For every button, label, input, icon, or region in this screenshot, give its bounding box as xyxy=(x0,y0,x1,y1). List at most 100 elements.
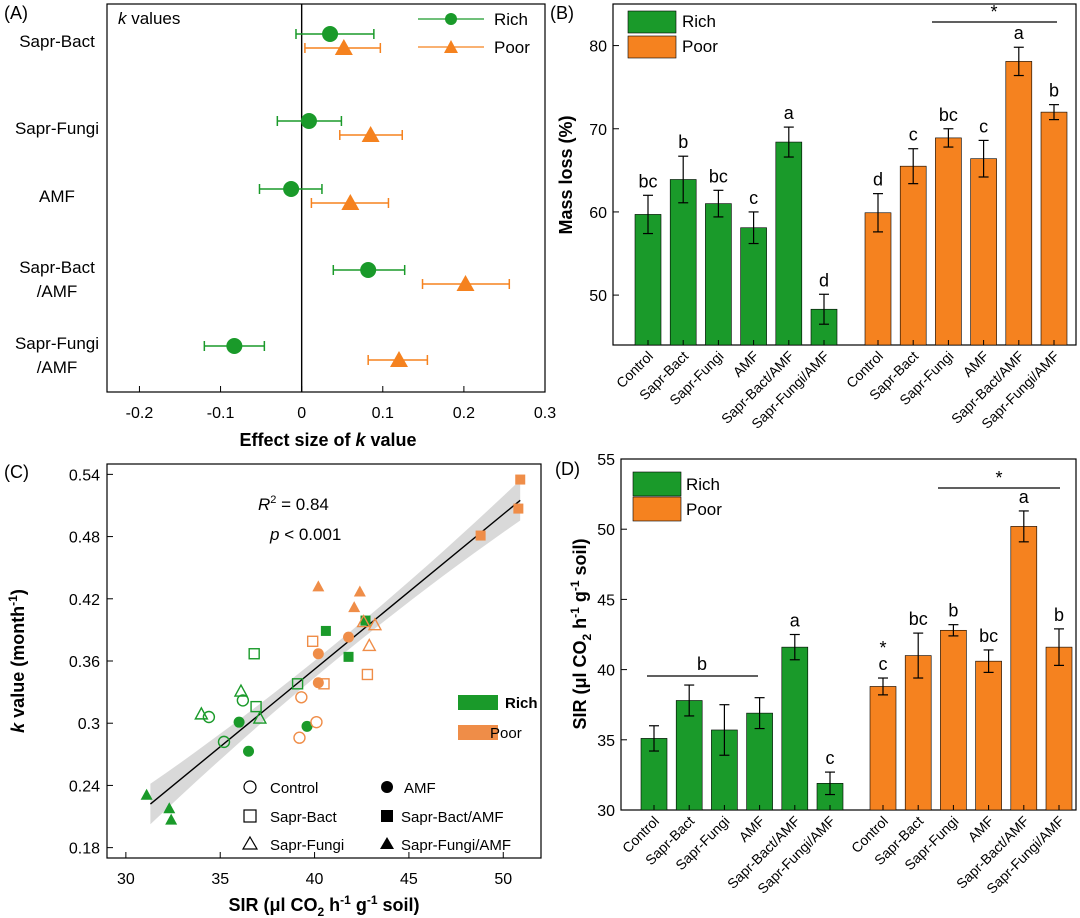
panel-c-legend-fungiamf: Sapr-Fungi/AMF xyxy=(401,837,511,854)
panel-d-ytick-label: 30 xyxy=(597,803,615,820)
panel-b-label: (B) xyxy=(550,3,574,23)
legend-control-marker xyxy=(243,780,257,794)
panel-a-category-label: Sapr-Fungi xyxy=(15,119,99,138)
panel-a-legend-poor: Poor xyxy=(494,38,530,57)
panel-d-bar xyxy=(781,646,809,811)
panel-c-point-poor-bact xyxy=(361,668,374,681)
panel-b-legend: Rich Poor xyxy=(627,10,718,59)
panel-c-legend-poor-swatch xyxy=(458,725,498,740)
panel-d-label: (D) xyxy=(555,459,580,479)
panel-c-xtick-label: 45 xyxy=(400,871,418,888)
panel-a-category-label: AMF xyxy=(39,187,75,206)
panel-d-ytick-label: 50 xyxy=(597,522,615,539)
panel-d-legend-poor: Poor xyxy=(686,500,722,519)
panel-c-axes: 30 35 40 45 50 0.18 0.24 0.3 0.36 0.42 0.48 0.54 xyxy=(69,467,512,888)
panel-a-label: (A) xyxy=(4,3,28,23)
panel-b-legend-poor-swatch xyxy=(627,35,677,59)
panel-c-point-poor-amf xyxy=(312,677,324,689)
panel-c-ytick-label: 0.24 xyxy=(69,778,100,795)
panel-d-sig-letter: bc xyxy=(909,609,928,629)
panel-c-legend-amf: AMF xyxy=(404,780,436,797)
panel-b-sig-letter: c xyxy=(909,125,918,145)
panel-b-bar xyxy=(1040,111,1068,346)
panel-c-point-rich-fungiamf xyxy=(140,788,153,800)
panel-d-sig-letter: b xyxy=(948,601,958,621)
panel-b-sig-letter: a xyxy=(1014,23,1025,43)
panel-c-point-rich-bactamf xyxy=(343,651,354,662)
panel-c-legend-rich-swatch xyxy=(458,695,498,710)
panel-c-point-rich-bact xyxy=(250,700,262,713)
panel-c-r2: R2 = 0.84 xyxy=(258,494,329,514)
panel-d-legend-rich: Rich xyxy=(686,475,720,494)
panel-c-point-rich-fungi xyxy=(194,706,209,720)
panel-a-category-label: Sapr-Bact xyxy=(19,32,95,51)
panel-c-point-rich-amf xyxy=(243,745,255,757)
panel-c-legend-bact: Sapr-Bact xyxy=(270,809,338,826)
panel-c-xtick-label: 30 xyxy=(117,871,135,888)
legend-bact-marker xyxy=(243,809,257,823)
panel-b-bar xyxy=(634,214,662,346)
panel-d-bar xyxy=(1010,526,1038,811)
panel-d-legend: Rich Poor xyxy=(632,471,722,522)
panel-a-point-rich xyxy=(360,262,377,278)
panel-b-sig-letter: d xyxy=(819,270,829,290)
panel-b-sig-letter: c xyxy=(979,116,988,136)
panel-a-title: k values xyxy=(118,9,180,28)
panel-a-point-poor xyxy=(341,194,360,210)
panel-b-frame xyxy=(612,3,1077,346)
panel-a: (A) k values -0.2 -0.1 0 0.1 0.2 0.3 Sapr-Bac… xyxy=(4,3,556,450)
panel-c-p: p < 0.001 xyxy=(269,525,341,544)
panel-c-point-poor-amf xyxy=(343,631,355,643)
panel-c-point-poor-control xyxy=(295,691,308,704)
panel-c-point-rich-amf xyxy=(233,716,245,728)
panel-b-sig-letter: bc xyxy=(939,105,958,125)
panel-a-tick-label: 0.2 xyxy=(453,405,475,422)
panel-c-point-poor-bactamf xyxy=(475,530,486,541)
panel-c-point-rich-fungiamf xyxy=(163,802,176,814)
panel-d-bar xyxy=(869,686,897,811)
panel-c-point-poor-amf xyxy=(312,648,324,660)
panel-a-point-rich xyxy=(283,181,300,197)
panel-c-point-poor-fungiamf xyxy=(312,580,325,592)
panel-a-point-rich xyxy=(226,338,243,354)
panel-d-bar xyxy=(975,660,1002,811)
panel-a-legend: Rich Poor xyxy=(418,10,530,57)
panel-a-category-label: /AMF xyxy=(37,282,78,301)
panel-c-xtick-label: 50 xyxy=(494,871,512,888)
panel-a-categories: Sapr-Bact Sapr-Fungi AMF Sapr-Bact/AMF Sapr-… xyxy=(15,32,99,377)
panel-a-point-poor xyxy=(456,275,475,291)
panel-d-bar xyxy=(675,700,703,811)
panel-a-x-axis: -0.2 -0.1 0 0.1 0.2 0.3 xyxy=(126,4,556,422)
panel-c-point-rich-control xyxy=(202,710,216,724)
panel-d-bar xyxy=(904,655,932,811)
panel-c: (C) 30 35 40 45 50 0.18 0.24 0.3 0.36 0.42 0.48 0.5… xyxy=(4,462,542,918)
panel-d-legend-rich-swatch xyxy=(632,471,682,497)
panel-b-ytick-label: 50 xyxy=(589,288,607,305)
panel-d-ytick-label: 55 xyxy=(597,452,615,469)
panel-b: (B) 50 60 70 80 bc b bc c a d d c bc c a b ControlSapr… xyxy=(550,2,1077,432)
panel-a-point-rich xyxy=(322,26,339,42)
panel-c-point-poor-fungi xyxy=(356,614,371,628)
panel-d-sig-letter: a xyxy=(790,611,801,631)
panel-c-point-rich-fungi xyxy=(252,710,268,724)
panel-c-point-poor-control xyxy=(293,731,306,744)
panel-c-confidence-band xyxy=(149,480,521,825)
panel-c-ytick-label: 0.48 xyxy=(69,530,100,547)
panel-c-point-rich-bact xyxy=(291,678,304,690)
panel-d-ytick-label: 45 xyxy=(597,592,615,609)
panel-c-ytick-label: 0.42 xyxy=(69,592,100,609)
panel-a-xlabel: Effect size of k value xyxy=(239,430,416,450)
panel-c-point-poor-fungi xyxy=(367,617,383,631)
panel-c-point-rich-bactamf xyxy=(360,615,371,626)
panel-b-bar xyxy=(970,158,997,346)
panel-a-point-rich xyxy=(300,113,317,129)
panel-b-bar xyxy=(899,165,927,346)
panel-b-sig-letter: d xyxy=(873,170,883,190)
panel-a-marks xyxy=(203,26,511,367)
panel-c-point-poor-bactamf xyxy=(515,474,526,485)
